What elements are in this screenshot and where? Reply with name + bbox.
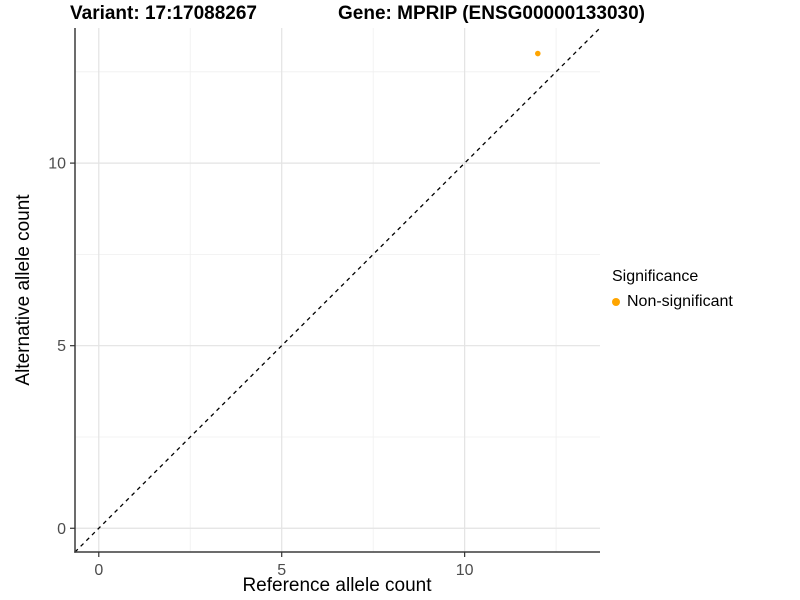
y-tick-label: 10	[48, 156, 66, 173]
y-tick-label: 5	[57, 338, 66, 355]
legend-item-label: Non-significant	[627, 293, 733, 310]
plot-title-gene: Gene: MPRIP (ENSG00000133030)	[338, 3, 645, 24]
data-point	[535, 50, 541, 57]
x-tick-label: 0	[94, 562, 103, 579]
legend: Significance Non-significant	[612, 268, 733, 311]
legend-point-icon	[612, 298, 620, 306]
x-axis-title: Reference allele count	[242, 575, 432, 596]
legend-item: Non-significant	[612, 293, 733, 311]
y-tick-label: 0	[57, 521, 66, 538]
x-tick-label: 10	[456, 562, 474, 579]
x-tick-label: 5	[277, 562, 286, 579]
identity-reference-line	[74, 27, 601, 553]
y-axis-title: Alternative allele count	[13, 194, 34, 386]
plot-title-variant: Variant: 17:17088267	[70, 3, 257, 24]
legend-title: Significance	[612, 268, 699, 285]
legend-items: Non-significant	[612, 293, 733, 311]
